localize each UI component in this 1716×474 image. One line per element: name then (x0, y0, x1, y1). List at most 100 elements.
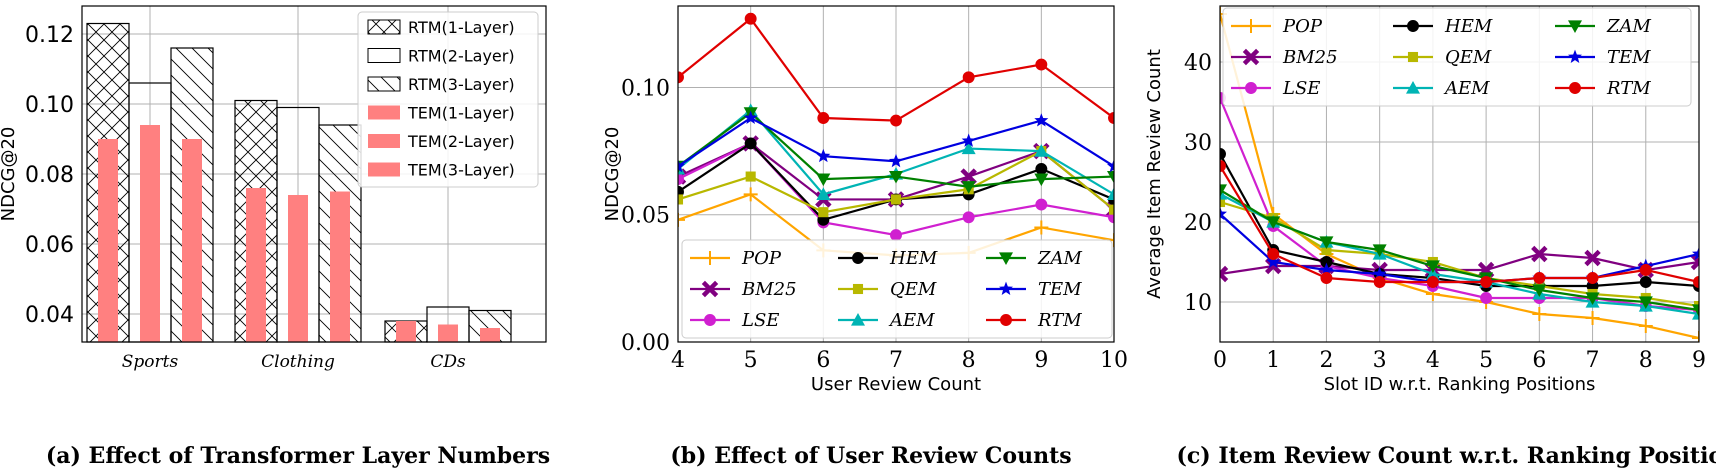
point-rtm (1035, 58, 1048, 71)
point-tem (1220, 206, 1227, 220)
legend-label-rtm-3-layer: RTM(3-Layer) (408, 75, 515, 94)
point-tem (1107, 159, 1114, 173)
point-zam (1107, 170, 1114, 184)
y-tick-label: 0.04 (25, 303, 74, 328)
bar-tem-2-layer-sports (140, 125, 160, 342)
x-tick-label: 7 (889, 348, 903, 373)
point-rtm (1320, 272, 1333, 284)
point-pop (1034, 220, 1049, 235)
x-tick-label: Clothing (261, 352, 335, 372)
point-tem (1372, 266, 1387, 280)
legend-marker-rtm (1000, 314, 1012, 326)
legend-box (1222, 7, 1692, 107)
y-tick-label: 0.12 (25, 23, 74, 48)
legend-label-rtm: RTM (1606, 78, 1651, 99)
legend-marker-bm25 (701, 280, 719, 298)
caption-b: (b) Effect of User Review Counts (670, 443, 1071, 469)
x-tick-label: 4 (671, 348, 685, 373)
legend-label-hem: HEM (1444, 16, 1493, 37)
x-tick-label: 5 (744, 348, 758, 373)
legend-swatch-tem-1-layer (368, 105, 400, 120)
legend-label-tem: TEM (1607, 47, 1651, 68)
point-aem (961, 141, 976, 155)
x-tick-label: 5 (1479, 348, 1493, 373)
x-axis-label: User Review Count (811, 374, 981, 395)
point-aem (1692, 307, 1699, 320)
point-tem (961, 133, 976, 147)
legend-label-qem: QEM (890, 279, 937, 300)
legend-label-lse: LSE (741, 310, 779, 331)
y-tick-label: 0.05 (621, 204, 670, 229)
point-rtm (678, 71, 684, 84)
y-axis-label: Average Item Review Count (1144, 49, 1165, 299)
point-bm25 (1531, 245, 1548, 263)
point-qem (1220, 196, 1226, 208)
point-rtm (1533, 272, 1546, 284)
x-tick-label: 8 (962, 348, 976, 373)
bar-tem-3-layer-cds (480, 328, 500, 342)
point-zam (1372, 244, 1387, 257)
point-rtm (1426, 276, 1439, 288)
point-zam (1220, 184, 1227, 197)
point-aem (1107, 187, 1114, 200)
legend-label-zam: ZAM (1606, 16, 1652, 37)
point-rtm (890, 114, 902, 127)
x-tick-label: 4 (1426, 348, 1440, 373)
point-qem (678, 194, 684, 205)
point-zam (1425, 260, 1440, 273)
point-bm25 (1584, 249, 1601, 267)
point-lse (678, 173, 684, 186)
legend-label-tem: TEM (1038, 279, 1082, 300)
x-tick-label: 3 (1373, 348, 1387, 373)
point-lse (962, 211, 975, 224)
x-tick-label: CDs (430, 352, 466, 372)
legend-marker-lse (704, 314, 716, 326)
legend-swatch-rtm-2-layer (367, 48, 401, 63)
series-line-lse (1220, 97, 1699, 312)
legend-marker-aem (1406, 81, 1420, 94)
x-tick-label: 10 (1100, 348, 1128, 373)
point-zam (1692, 304, 1699, 317)
legend-label-tem-3-layer: TEM(3-Layer) (407, 161, 515, 180)
point-pop (678, 212, 685, 227)
y-tick-label: 0.00 (621, 331, 670, 356)
legend-marker-pop (703, 251, 717, 265)
legend-marker-zam (1568, 20, 1582, 33)
point-zam (1034, 173, 1049, 187)
y-tick-label: 0.10 (621, 76, 670, 101)
x-tick-label: 0 (1213, 348, 1227, 373)
point-rtm (1267, 248, 1280, 260)
y-tick-label: 30 (1184, 131, 1212, 156)
series-line-zam (1220, 189, 1699, 312)
y-tick-label: 0.08 (25, 163, 74, 188)
series-group (1220, 7, 1699, 342)
legend-label-rtm-1-layer: RTM(1-Layer) (408, 18, 515, 37)
point-rtm (1693, 276, 1699, 288)
point-aem (1034, 144, 1049, 157)
point-aem (678, 161, 685, 175)
x-tick-label: 9 (1034, 348, 1048, 373)
legend-label-aem: AEM (888, 310, 935, 331)
legend-marker-hem (852, 252, 864, 264)
legend-label-zam: ZAM (1037, 248, 1083, 269)
legend-label-pop: POP (1282, 16, 1323, 37)
legend-marker-tem (1568, 49, 1582, 63)
caption-c: (c) Item Review Count w.r.t. Ranking Pos… (1177, 443, 1716, 469)
legend-label-qem: QEM (1445, 47, 1492, 68)
x-tick-label: 1 (1266, 348, 1280, 373)
bar-tem-2-layer-cds (438, 324, 458, 342)
point-qem (1108, 204, 1114, 215)
y-axis-label: NDCG@20 (0, 127, 19, 222)
point-rtm (817, 112, 830, 124)
x-tick-label: 6 (1532, 348, 1546, 373)
point-lse (890, 229, 902, 242)
point-qem (1321, 244, 1332, 256)
point-lse (1035, 198, 1048, 211)
plot-frame (1219, 5, 1700, 343)
point-pop (743, 187, 758, 202)
point-rtm (1108, 112, 1114, 124)
point-pop (1638, 319, 1653, 333)
x-tick-label: 6 (816, 348, 830, 373)
point-zam (889, 170, 903, 184)
